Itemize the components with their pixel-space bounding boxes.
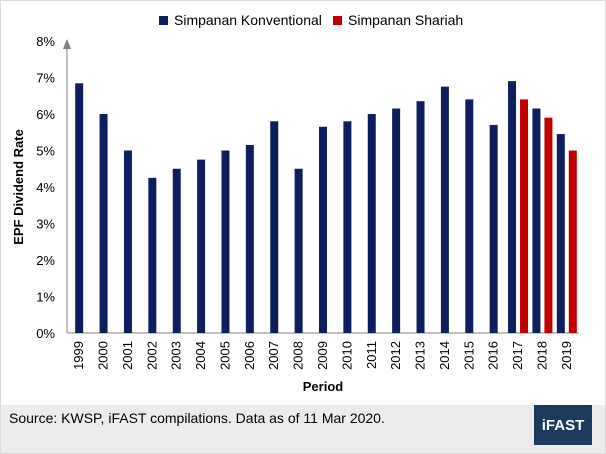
bar-konventional [75,83,84,333]
bar-konventional [489,124,498,333]
x-tick-label: 2013 [413,341,428,370]
x-tick-label: 2014 [437,341,452,370]
legend-swatch [333,16,342,25]
bar-konventional [197,159,206,333]
x-tick-label: 2001 [120,341,135,370]
source-note: Source: KWSP, iFAST compilations. Data a… [9,410,385,426]
x-axis-ticks: 1999 2000 2001 2002 2003 2004 2005 2006 2007 2008… [71,341,574,370]
x-tick-label: 2007 [266,341,281,370]
x-tick-label: 2012 [388,341,403,370]
x-tick-label: 2016 [486,341,501,370]
x-tick-label: 2015 [461,341,476,370]
x-tick-label: 1999 [71,341,86,370]
y-axis-ticks: 0% 1% 2% 3% 4% 5% 6% 7% 8% [36,34,55,341]
y-tick-label: 7% [36,71,55,86]
bars [75,81,577,334]
x-tick-label: 2002 [144,341,159,370]
bar-konventional [367,114,376,333]
legend-swatch [159,16,168,25]
bar-konventional [440,86,449,333]
x-tick-label: 2008 [291,341,306,370]
bar-konventional [465,99,474,334]
y-tick-label: 0% [36,326,55,341]
bar-konventional [508,81,517,334]
bar-konventional [221,150,230,333]
bar-konventional [416,101,425,333]
x-tick-label: 2004 [193,341,208,370]
bar-konventional [172,168,181,333]
y-tick-label: 2% [36,253,55,268]
footer: Source: KWSP, iFAST compilations. Data a… [1,405,605,453]
bar-konventional [392,108,401,334]
bar-konventional [532,108,541,334]
bar-konventional [123,150,132,333]
y-tick-label: 5% [36,144,55,159]
x-tick-label: 2019 [559,341,574,370]
y-axis-arrow [63,39,71,49]
y-axis-title: EPF Dividend Rate [11,129,26,245]
x-tick-label: 2018 [534,341,549,370]
legend-label: Simpanan Konventional [174,12,322,28]
x-tick-label: 2017 [510,341,525,370]
x-tick-label: 2006 [242,341,257,370]
x-axis-title: Period [303,379,344,394]
y-tick-label: 3% [36,217,55,232]
bar-konventional [270,121,279,333]
bar-konventional [343,121,352,333]
x-tick-label: 2009 [315,341,330,370]
y-tick-label: 8% [36,34,55,49]
bar-konventional [245,145,254,333]
legend-label: Simpanan Shariah [348,12,463,28]
x-tick-label: 2003 [169,341,184,370]
chart-canvas: Simpanan Konventional Simpanan Shariah 0%… [11,12,579,394]
x-tick-label: 2011 [364,341,379,369]
bar-shariah [568,150,577,333]
bar-konventional [556,134,565,333]
y-tick-label: 4% [36,180,55,195]
legend: Simpanan Konventional Simpanan Shariah [159,12,463,28]
y-tick-label: 6% [36,107,55,122]
bar-konventional [99,114,108,333]
bar-konventional [294,168,303,333]
bar-konventional [319,126,327,334]
x-tick-label: 2005 [217,341,232,370]
bar-shariah [544,117,553,334]
y-tick-label: 1% [36,290,55,305]
bar-konventional [148,177,157,333]
x-tick-label: 2000 [96,341,111,370]
ifast-logo: iFAST [534,405,592,445]
x-tick-label: 2010 [339,341,354,370]
bar-shariah [520,99,529,334]
